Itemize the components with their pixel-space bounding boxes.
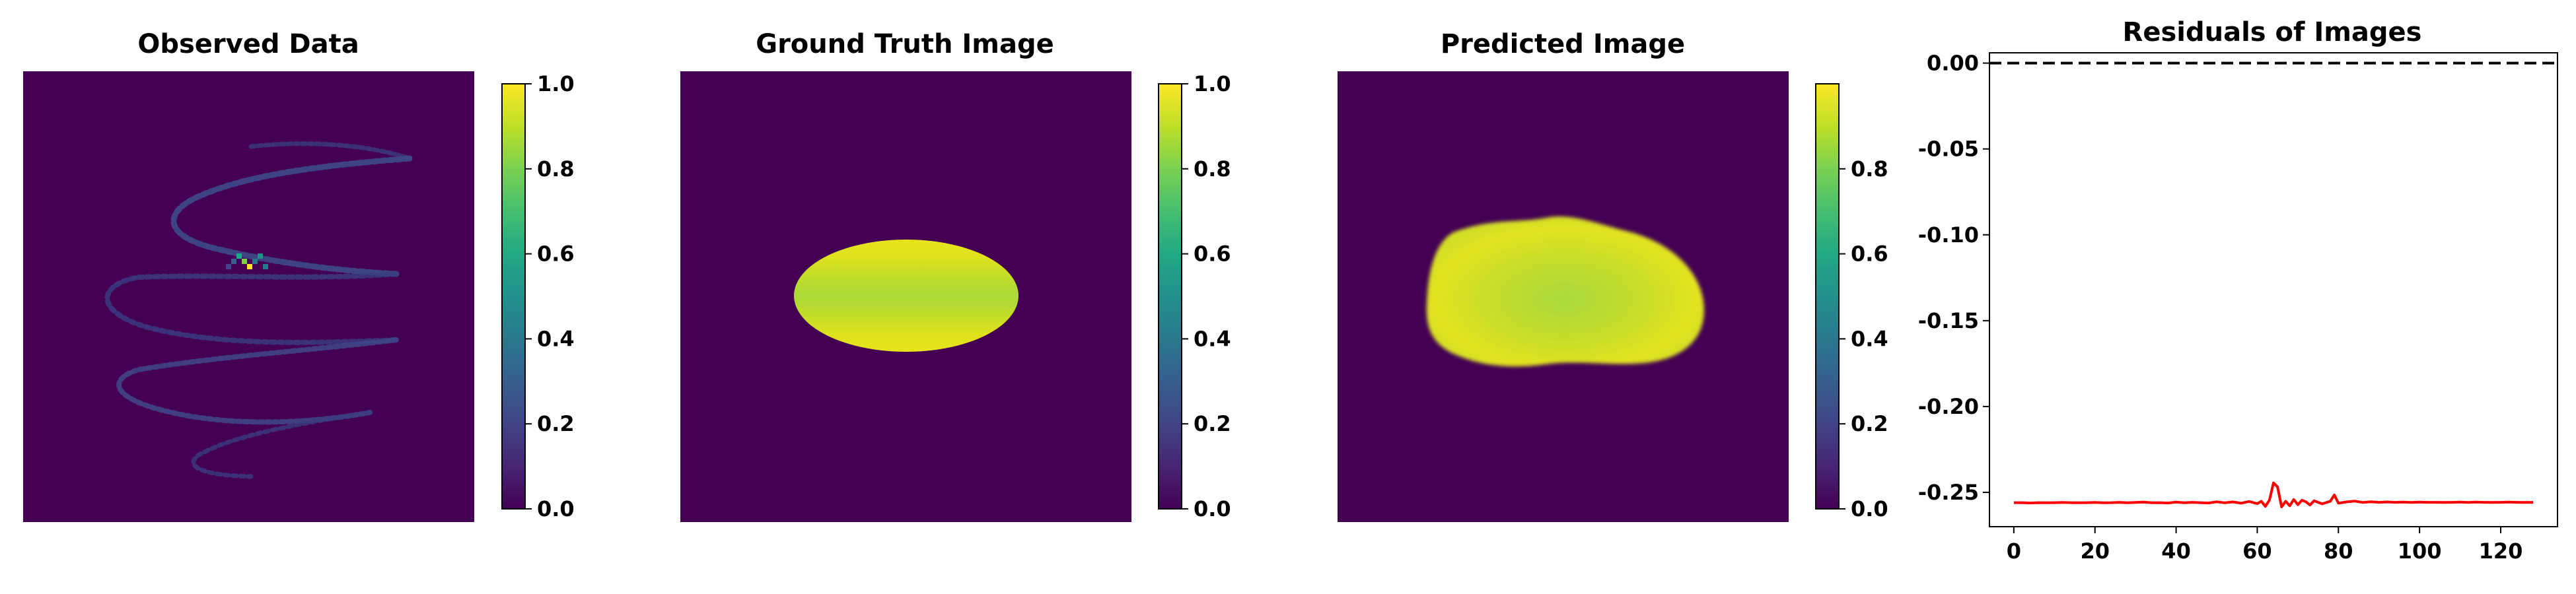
panel-title: Ground Truth Image — [756, 29, 1054, 59]
colorbar-tick-label: 0.2 — [537, 411, 575, 436]
colorbar-tick-label: 0.2 — [1851, 411, 1888, 436]
colorbar-tick-label: 0.8 — [537, 156, 575, 182]
colorbar-tick-label: 0.0 — [1851, 496, 1888, 521]
colorbar-tick-label: 0.4 — [1851, 326, 1888, 351]
panel-residuals: Residuals of Images 0.00 -0.05 -0.10 -0.15 -… — [1918, 17, 2558, 564]
y-tick-label: -0.05 — [1918, 137, 1979, 162]
colorbar-tick-label: 1.0 — [1194, 71, 1231, 96]
x-tick-label: 60 — [2242, 539, 2272, 564]
heatmap-predicted — [1338, 71, 1789, 522]
colorbar-tick-label: 0.0 — [537, 496, 575, 521]
x-tick-label: 0 — [2007, 539, 2021, 564]
colorbar-tick-label: 0.4 — [1194, 326, 1231, 351]
heatmap-ground-truth — [680, 71, 1131, 522]
colorbar-tick-label: 0.0 — [1194, 496, 1231, 521]
y-tick-label: -0.15 — [1918, 308, 1979, 333]
x-tick-label: 40 — [2161, 539, 2191, 564]
colorbar-tick-label: 0.6 — [1194, 242, 1231, 267]
colorbar-tick-label: 1.0 — [537, 71, 575, 96]
colorbar-tick-label: 0.8 — [1194, 156, 1231, 182]
panel-title: Predicted Image — [1441, 29, 1685, 59]
spiral-traces — [104, 141, 413, 479]
colorbar-tick-label: 0.6 — [537, 242, 575, 267]
colorbar-tick-label: 0.6 — [1851, 242, 1888, 267]
x-tick-label: 20 — [2080, 539, 2110, 564]
colorbar-predicted: 0.0 0.2 0.4 0.6 0.8 — [1815, 83, 1888, 521]
y-tick-label: 0.00 — [1927, 51, 1979, 76]
y-tick-label: -0.25 — [1918, 480, 1979, 505]
colorbar-ground-truth: 0.0 0.2 0.4 0.6 0.8 1.0 — [1158, 71, 1231, 521]
panel-predicted: Predicted Image 0.0 0.2 0.4 0.6 0.8 — [1338, 29, 1888, 522]
series-residual-line — [2013, 481, 2534, 509]
bright-core — [226, 253, 268, 269]
colorbar-tick-label: 0.8 — [1851, 156, 1888, 182]
panel-ground-truth: Ground Truth Image 0.0 0.2 0.4 0.6 0.8 1.0 — [680, 29, 1231, 522]
y-tick-label: -0.20 — [1918, 394, 1979, 419]
x-axis: 0 20 40 60 80 100 120 — [2007, 527, 2523, 564]
panel-title: Observed Data — [137, 29, 359, 59]
panel-observed-data: Observed Data 0.0 0.2 — [23, 29, 575, 522]
colorbar-tick-label: 0.4 — [537, 326, 575, 351]
y-tick-label: -0.10 — [1918, 222, 1979, 248]
chart-title: Residuals of Images — [2123, 17, 2422, 48]
x-tick-label: 100 — [2398, 539, 2442, 564]
heatmap-observed — [23, 71, 474, 522]
plot-area — [1989, 52, 2558, 527]
x-tick-label: 80 — [2324, 539, 2353, 564]
x-tick-label: 120 — [2479, 539, 2523, 564]
colorbar-observed: 0.0 0.2 0.4 0.6 0.8 1.0 — [501, 71, 575, 521]
colorbar-tick-label: 0.2 — [1194, 411, 1231, 436]
y-axis: 0.00 -0.05 -0.10 -0.15 -0.20 -0.25 — [1918, 51, 1989, 505]
